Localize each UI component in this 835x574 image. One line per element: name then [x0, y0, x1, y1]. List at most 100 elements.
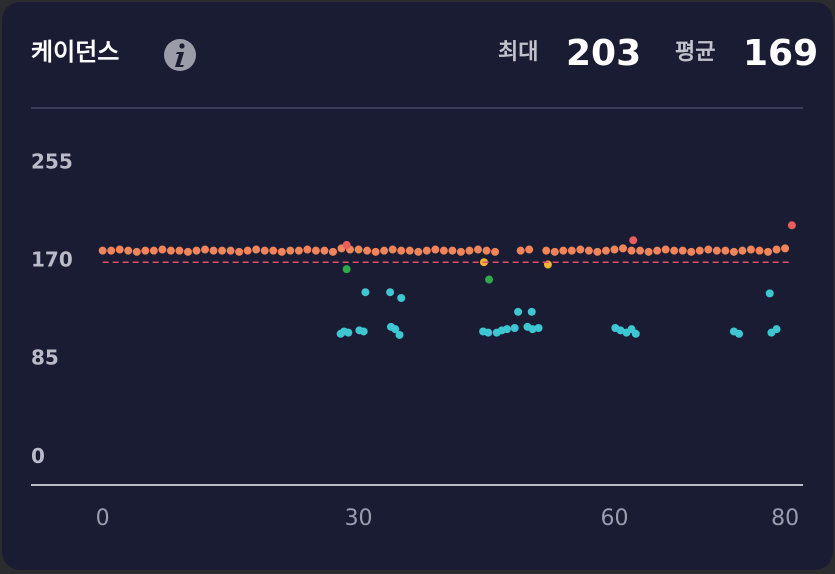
info-icon-dot[interactable] — [179, 43, 185, 49]
y-tick-label: 85 — [31, 346, 59, 370]
x-tick-label: 0 — [96, 506, 110, 531]
y-tick-label: 255 — [31, 149, 73, 173]
data-point — [772, 325, 781, 334]
data-point — [386, 288, 395, 297]
data-point — [303, 245, 312, 254]
x-tick-label: 80 — [771, 506, 799, 531]
data-point — [344, 328, 353, 337]
max-value: 203 — [566, 33, 641, 74]
avg-label: 평균 — [675, 40, 715, 65]
data-point — [550, 247, 559, 256]
plot: 0 85 170 255 0 30 60 80 — [31, 149, 799, 531]
data-point — [243, 246, 252, 255]
data-point — [465, 246, 474, 255]
data-point — [584, 246, 593, 255]
data-point — [414, 247, 423, 256]
y-tick-label: 170 — [31, 248, 73, 272]
data-point — [473, 245, 482, 254]
data-point — [311, 246, 320, 255]
data-point — [359, 327, 368, 336]
data-point — [448, 246, 457, 255]
data-point — [354, 245, 363, 254]
data-point — [781, 244, 790, 253]
data-point — [132, 247, 141, 256]
data-point — [765, 289, 774, 298]
data-point — [601, 246, 610, 255]
data-point — [721, 246, 730, 255]
data-point — [644, 247, 653, 256]
data-point — [772, 245, 781, 254]
data-point — [542, 246, 551, 255]
data-point — [636, 246, 645, 255]
data-point — [235, 247, 244, 256]
data-point — [610, 245, 619, 254]
data-point — [484, 328, 493, 337]
data-point — [593, 247, 602, 256]
data-point — [149, 246, 158, 255]
data-point — [201, 245, 210, 254]
data-point — [397, 294, 406, 302]
data-point — [629, 236, 638, 245]
data-point — [166, 246, 175, 255]
data-point — [361, 288, 370, 297]
data-point — [482, 246, 491, 255]
max-label: 최대 — [498, 40, 538, 65]
data-point — [388, 245, 397, 254]
x-tick-label: 60 — [600, 506, 628, 531]
data-point — [391, 325, 400, 334]
info-icon[interactable] — [164, 39, 196, 71]
data-point — [175, 246, 184, 255]
data-point — [712, 246, 721, 255]
data-point — [678, 246, 687, 255]
info-icon-stem[interactable] — [175, 52, 184, 67]
data-point — [277, 247, 286, 256]
data-point — [787, 221, 796, 230]
x-tick-label: 30 — [345, 506, 373, 531]
data-point — [746, 245, 755, 254]
data-point — [158, 245, 167, 254]
data-point — [431, 245, 440, 254]
data-point — [294, 246, 303, 255]
data-point — [704, 245, 713, 254]
data-point — [98, 246, 107, 255]
data-point — [516, 246, 525, 255]
data-point — [619, 244, 628, 253]
data-point — [342, 240, 351, 249]
data-point — [380, 246, 389, 255]
data-point — [735, 329, 744, 338]
data-point — [107, 246, 116, 255]
data-point — [269, 246, 278, 255]
data-point — [627, 246, 636, 255]
data-point — [764, 247, 773, 256]
data-point — [514, 307, 523, 316]
data-point — [653, 246, 662, 255]
data-point — [286, 246, 295, 255]
data-point — [510, 324, 519, 333]
data-point — [485, 275, 494, 284]
data-point — [631, 329, 640, 338]
data-point — [670, 246, 679, 255]
data-point — [395, 330, 404, 339]
data-point — [260, 246, 269, 255]
data-point — [192, 246, 201, 255]
data-point — [320, 246, 329, 255]
data-point — [695, 246, 704, 255]
data-point — [226, 246, 235, 255]
data-point — [397, 246, 406, 255]
data-point — [342, 265, 351, 274]
data-point — [567, 246, 576, 255]
data-point — [209, 246, 218, 255]
avg-value: 169 — [743, 33, 818, 74]
data-point — [525, 245, 534, 254]
data-point — [124, 246, 133, 255]
data-point — [527, 307, 536, 316]
y-tick-label: 0 — [31, 444, 45, 468]
data-point — [371, 247, 380, 256]
data-point — [252, 245, 261, 254]
data-point — [528, 325, 537, 334]
card-title: 케이던스 — [31, 38, 119, 66]
data-point — [422, 246, 431, 255]
